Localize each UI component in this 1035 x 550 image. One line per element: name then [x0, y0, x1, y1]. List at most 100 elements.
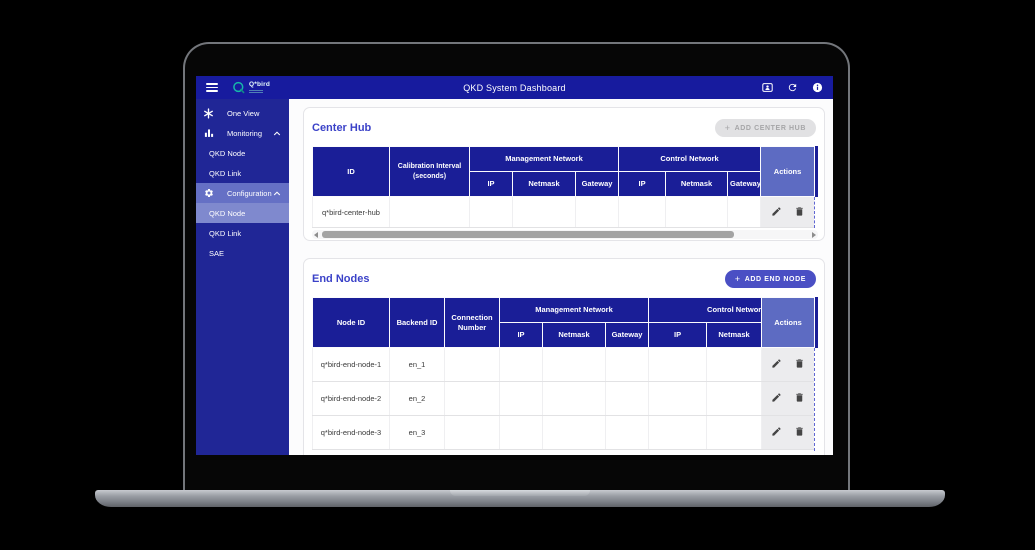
- brand-tagline: [249, 89, 263, 93]
- column-header-ctrl-netmask: Netmask: [706, 322, 763, 348]
- info-icon[interactable]: [812, 82, 823, 93]
- app-bar-actions: [762, 82, 823, 93]
- sidebar-item-monitoring-qkd-node[interactable]: QKD Node: [196, 143, 289, 163]
- cell-ctrl-ip: [648, 415, 708, 450]
- column-header-mgmt-ip: IP: [499, 322, 543, 348]
- scrollbar-thumb[interactable]: [322, 231, 734, 238]
- horizontal-scrollbar[interactable]: [312, 230, 818, 239]
- scroll-left-arrow-icon[interactable]: [314, 231, 318, 238]
- column-header-ctrl-ip: IP: [648, 322, 708, 348]
- column-header-actions: Actions: [761, 297, 816, 348]
- edit-button[interactable]: [766, 357, 787, 372]
- sidebar-item-monitoring-qkd-link[interactable]: QKD Link: [196, 163, 289, 183]
- cell-mgmt-netmask: [542, 415, 606, 450]
- column-header-ctrl-netmask: Netmask: [665, 171, 729, 197]
- column-header-actions: Actions: [760, 146, 816, 197]
- cell-backend-id: en_3: [389, 415, 445, 450]
- laptop-base: [95, 490, 945, 507]
- plus-icon: +: [724, 123, 731, 133]
- cell-mgmt-ip: [469, 196, 513, 228]
- table-row: q*bird-end-node-2 en_2: [312, 381, 816, 416]
- scroll-right-arrow-icon[interactable]: [812, 231, 816, 238]
- edit-button[interactable]: [766, 205, 787, 220]
- cell-mgmt-ip: [499, 381, 543, 416]
- sidebar-item-monitoring[interactable]: Monitoring: [196, 123, 289, 143]
- cell-ctrl-netmask: [706, 347, 763, 382]
- refresh-icon[interactable]: [787, 82, 798, 93]
- cell-calibration: [389, 196, 470, 228]
- sidebar-item-label: SAE: [209, 248, 225, 258]
- cell-actions: [761, 381, 816, 416]
- end-nodes-card: End Nodes + ADD END NODE: [303, 258, 825, 455]
- cell-ctrl-gateway: [727, 196, 762, 228]
- qbird-logo-icon: [233, 81, 245, 93]
- column-header-ctrl-ip: IP: [618, 171, 667, 197]
- column-header-mgmt-ip: IP: [469, 171, 513, 197]
- cell-node-id: q*bird-end-node-1: [312, 347, 390, 382]
- cell-mgmt-gateway: [604, 381, 650, 416]
- bar-chart-icon: [202, 128, 215, 138]
- column-header-connection-number: Connection Number: [444, 297, 500, 348]
- edit-pencil-icon: [772, 359, 781, 368]
- column-group-management-network: Management Network: [468, 146, 620, 172]
- hamburger-menu-icon[interactable]: [206, 83, 218, 92]
- column-header-mgmt-gateway: Gateway: [574, 171, 620, 197]
- cell-ctrl-netmask: [706, 381, 763, 416]
- column-group-management-network: Management Network: [498, 297, 650, 323]
- sidebar-item-configuration-qkd-node[interactable]: QKD Node: [196, 203, 289, 223]
- delete-trash-icon: [796, 427, 803, 436]
- qkd-dashboard-window: Q*bird QKD System Dashboard: [196, 76, 833, 455]
- column-header-calibration: Calibration Interval (seconds): [389, 146, 470, 197]
- app-title: QKD System Dashboard: [463, 82, 566, 93]
- column-group-control-network: Control Network: [648, 297, 763, 323]
- table-edge-sliver: [814, 146, 818, 228]
- edit-button[interactable]: [766, 391, 787, 406]
- contact-card-icon[interactable]: [762, 82, 773, 93]
- delete-trash-icon: [795, 206, 803, 216]
- cell-ctrl-ip: [618, 196, 667, 228]
- sidebar-item-configuration[interactable]: Configuration: [196, 183, 289, 203]
- laptop-base-notch: [450, 490, 590, 496]
- delete-button[interactable]: [789, 205, 810, 220]
- add-center-hub-button[interactable]: + ADD CENTER HUB: [714, 119, 816, 137]
- cell-connection-number: [444, 415, 500, 450]
- cell-id: q*bird-center-hub: [312, 196, 390, 228]
- edit-button[interactable]: [766, 425, 787, 440]
- delete-button[interactable]: [789, 357, 810, 372]
- brand-logo: Q*bird: [232, 81, 270, 95]
- sidebar-item-configuration-qkd-link[interactable]: QKD Link: [196, 223, 289, 243]
- column-header-node-id: Node ID: [312, 297, 390, 348]
- sidebar: One View Monitoring: [196, 99, 289, 455]
- chevron-up-icon: [273, 130, 281, 136]
- cell-backend-id: en_2: [389, 381, 445, 416]
- cell-mgmt-gateway: [574, 196, 620, 228]
- add-center-hub-label: ADD CENTER HUB: [734, 124, 806, 132]
- cell-actions: [760, 196, 816, 228]
- column-header-mgmt-netmask: Netmask: [512, 171, 576, 197]
- cell-ctrl-netmask: [665, 196, 729, 228]
- cell-mgmt-ip: [499, 415, 543, 450]
- cell-connection-number: [444, 381, 500, 416]
- sidebar-item-label: QKD Link: [209, 228, 242, 238]
- sidebar-item-label: Configuration: [227, 188, 272, 198]
- delete-button[interactable]: [789, 391, 810, 406]
- cell-actions: [761, 415, 816, 450]
- cell-backend-id: en_1: [389, 347, 445, 382]
- center-hub-table: ID Calibration Interval (seconds) Manage…: [312, 146, 816, 228]
- add-end-node-button[interactable]: + ADD END NODE: [724, 270, 816, 288]
- center-hub-heading: Center Hub: [312, 122, 372, 134]
- edit-pencil-icon: [772, 427, 781, 436]
- sidebar-item-one-view[interactable]: One View: [196, 103, 289, 123]
- cell-mgmt-netmask: [542, 381, 606, 416]
- sidebar-item-label: QKD Link: [209, 168, 242, 178]
- sidebar-item-sae[interactable]: SAE: [196, 243, 289, 263]
- cell-ctrl-ip: [648, 381, 708, 416]
- delete-trash-icon: [796, 359, 803, 368]
- gear-icon: [202, 188, 215, 198]
- delete-button[interactable]: [789, 425, 810, 440]
- edit-pencil-icon: [771, 206, 781, 216]
- column-header-id: ID: [312, 146, 390, 197]
- brand-name: Q*bird: [249, 81, 271, 89]
- cell-node-id: q*bird-end-node-3: [312, 415, 390, 450]
